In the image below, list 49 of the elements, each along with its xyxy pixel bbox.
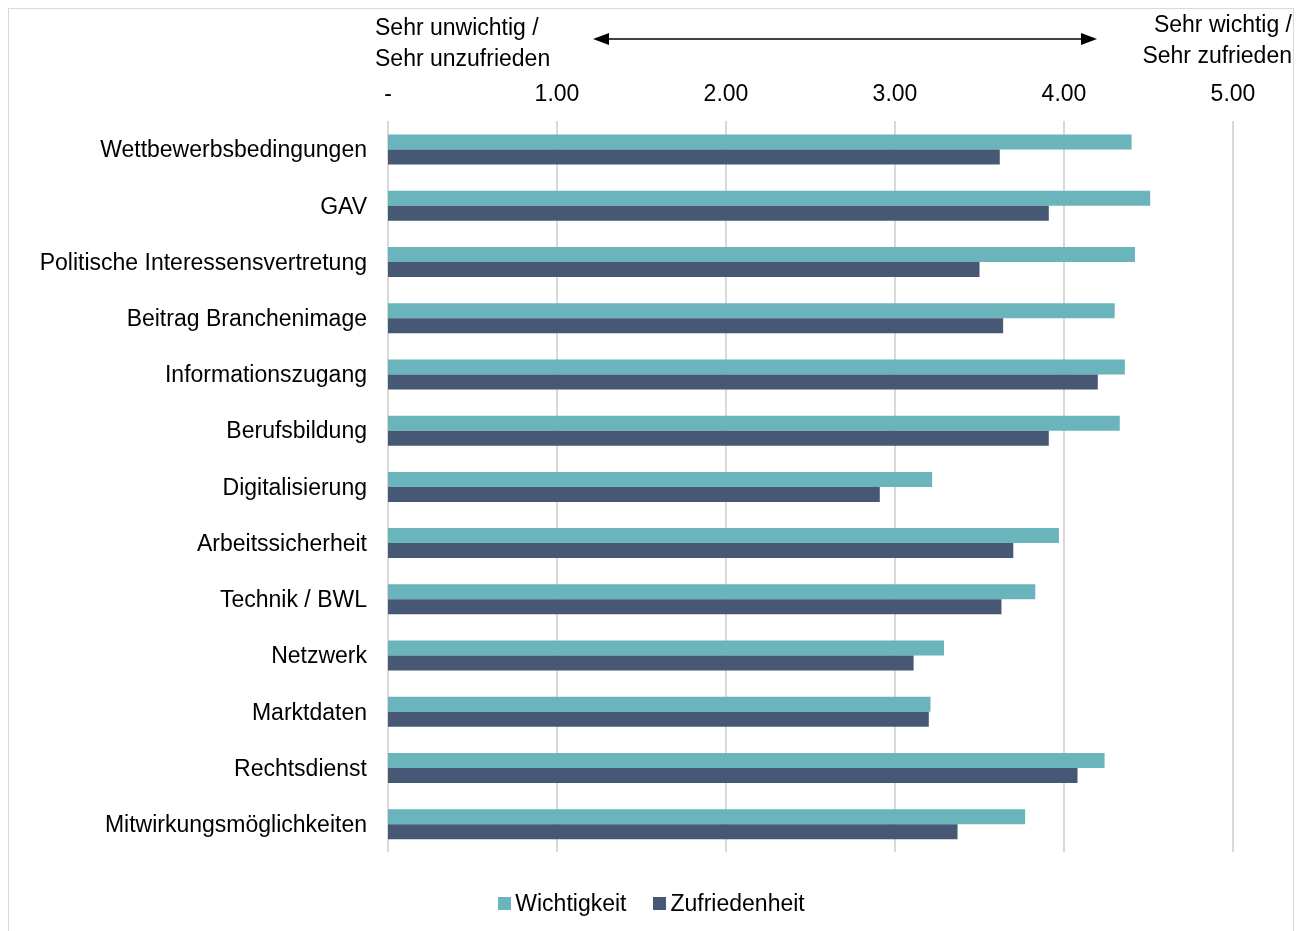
bar — [388, 809, 1026, 825]
x-tick-label: 5.00 — [1210, 80, 1256, 106]
bar — [388, 543, 1014, 559]
y-tick-label: Politische Interessensvertretung — [39, 248, 367, 275]
y-tick-label: Informationszugang — [164, 361, 367, 388]
bar — [388, 753, 1105, 769]
x-tick-label: 2.00 — [703, 80, 749, 106]
bar — [388, 655, 914, 671]
text: Sehr unwichtig / Sehr unzufrieden — [375, 13, 551, 73]
x-tick-label: 3.00 — [872, 80, 918, 106]
x-tick-label: - — [384, 80, 392, 106]
bar — [388, 149, 1000, 165]
legend-label: Zufriedenheit — [670, 889, 805, 917]
bar — [388, 486, 880, 502]
x-tick-label: 1.00 — [534, 80, 580, 106]
y-tick-label: Beitrag Branchenimage — [126, 304, 367, 331]
bar — [388, 190, 1151, 206]
bar — [388, 415, 1120, 431]
y-tick-label: Technik / BWL — [220, 586, 368, 613]
bar — [388, 359, 1125, 375]
bar — [388, 261, 980, 277]
bar — [388, 205, 1049, 221]
y-tick-label: Arbeitssicherheit — [196, 529, 368, 556]
bar — [388, 430, 1049, 446]
y-tick-label: Netzwerk — [271, 642, 368, 669]
y-tick-label: Berufsbildung — [226, 417, 367, 444]
bar — [388, 768, 1078, 784]
y-tick-label: Digitalisierung — [222, 473, 367, 500]
y-tick-label: Marktdaten — [251, 698, 367, 725]
bar — [388, 824, 958, 840]
x-tick-label: 4.00 — [1041, 80, 1087, 106]
legend-label: Wichtigkeit — [515, 889, 627, 917]
bar — [388, 246, 1135, 262]
bar — [388, 640, 945, 656]
bar — [388, 318, 1004, 334]
text: Sehr wichtig / Sehr zufrieden — [1142, 10, 1292, 70]
bar — [388, 374, 1098, 390]
bar — [388, 599, 1002, 615]
y-tick-label: Rechtsdienst — [234, 754, 368, 781]
bar — [388, 711, 929, 727]
y-tick-label: Wettbewerbsbedingungen — [100, 136, 367, 163]
bar — [388, 471, 933, 487]
bar — [388, 528, 1059, 544]
bar — [388, 134, 1132, 150]
bar — [388, 584, 1036, 600]
bar — [388, 696, 931, 712]
y-tick-label: GAV — [320, 192, 368, 219]
bar — [388, 303, 1115, 319]
y-tick-label: Mitwirkungsmöglichkeiten — [104, 811, 367, 838]
